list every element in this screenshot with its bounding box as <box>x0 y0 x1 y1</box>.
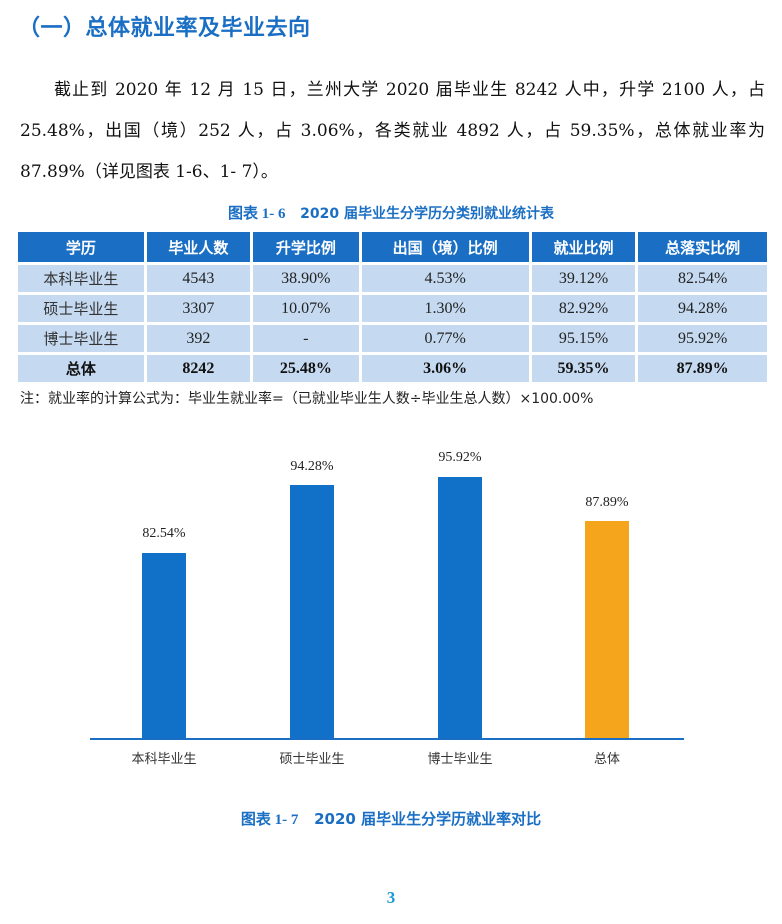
table-note: 注：就业率的计算公式为：毕业生就业率=（已就业毕业生人数÷毕业生总人数）×100… <box>20 391 594 407</box>
header-cell: 毕业人数 <box>146 232 251 262</box>
table-cell: 25.48% <box>253 355 359 382</box>
chart-caption: 图表 1- 7 2020 届毕业生分学历就业率对比 <box>0 808 782 829</box>
x-tick-label: 总体 <box>593 752 620 767</box>
table-total-row: 总体 8242 25.48% 3.06% 59.35% 87.89% <box>18 355 767 382</box>
header-cell: 总落实比例 <box>638 232 767 262</box>
table-cell: 82.54% <box>638 265 767 292</box>
summary-paragraph: 截止到 2020 年 12 月 15 日，兰州大学 2020 届毕业生 8242… <box>20 70 765 193</box>
header-cell: 出国（境）比例 <box>361 232 529 262</box>
bar-undergraduate <box>142 553 186 738</box>
bar-value-label: 87.89% <box>585 495 629 510</box>
header-cell: 升学比例 <box>253 232 359 262</box>
table-cell: 3.06% <box>361 355 529 382</box>
table-caption: 图表 1- 6 2020 届毕业生分学历分类别就业统计表 <box>0 202 782 223</box>
table-cell: 59.35% <box>531 355 636 382</box>
table-cell: 10.07% <box>253 295 359 322</box>
table-cell: 4.53% <box>361 265 529 292</box>
summary-text: 截止到 2020 年 12 月 15 日，兰州大学 2020 届毕业生 8242… <box>20 80 765 182</box>
x-tick-label: 博士毕业生 <box>427 752 493 767</box>
x-axis-line <box>90 738 684 740</box>
table-cell: 3307 <box>146 295 251 322</box>
table-header-row: 学历 毕业人数 升学比例 出国（境）比例 就业比例 总落实比例 <box>18 232 767 262</box>
page-number: 3 <box>386 888 396 907</box>
table-row: 硕士毕业生 3307 10.07% 1.30% 82.92% 94.28% <box>18 295 767 322</box>
bar-overall <box>585 521 629 738</box>
row-label: 博士毕业生 <box>18 325 144 352</box>
table-cell: 1.30% <box>361 295 529 322</box>
bar-doctor <box>438 477 482 738</box>
table-cell: 82.92% <box>531 295 636 322</box>
table-cell: 94.28% <box>638 295 767 322</box>
employment-rate-bar-chart: 82.54% 94.28% 95.92% 87.89% 本科毕业生 硕士毕业生 … <box>0 430 782 790</box>
employment-stats-table: 学历 毕业人数 升学比例 出国（境）比例 就业比例 总落实比例 本科毕业生 45… <box>15 229 770 385</box>
table-cell: 392 <box>146 325 251 352</box>
table-cell: 95.92% <box>638 325 767 352</box>
table-cell: 87.89% <box>638 355 767 382</box>
table-row: 博士毕业生 392 - 0.77% 95.15% 95.92% <box>18 325 767 352</box>
table-cell: 0.77% <box>361 325 529 352</box>
table-caption-number: 图表 1- 6 <box>228 206 286 222</box>
table-cell: 4543 <box>146 265 251 292</box>
table-cell: 38.90% <box>253 265 359 292</box>
chart-caption-text: 2020 届毕业生分学历就业率对比 <box>314 810 542 828</box>
row-label: 本科毕业生 <box>18 265 144 292</box>
x-tick-label: 本科毕业生 <box>131 752 197 767</box>
table-cell: 8242 <box>146 355 251 382</box>
table-caption-text: 2020 届毕业生分学历分类别就业统计表 <box>300 206 554 222</box>
table-row: 本科毕业生 4543 38.90% 4.53% 39.12% 82.54% <box>18 265 767 292</box>
table-cell: 39.12% <box>531 265 636 292</box>
bar-master <box>290 485 334 738</box>
row-label: 总体 <box>18 355 144 382</box>
header-cell: 就业比例 <box>531 232 636 262</box>
row-label: 硕士毕业生 <box>18 295 144 322</box>
chart-caption-number: 图表 1- 7 <box>240 812 299 828</box>
table-cell: 95.15% <box>531 325 636 352</box>
bar-value-label: 82.54% <box>142 526 186 541</box>
section-title: （一）总体就业率及毕业去向 <box>18 16 311 41</box>
bar-value-label: 94.28% <box>290 459 334 474</box>
bar-value-label: 95.92% <box>438 450 482 465</box>
x-tick-label: 硕士毕业生 <box>279 752 345 767</box>
table-cell: - <box>253 325 359 352</box>
header-cell: 学历 <box>18 232 144 262</box>
